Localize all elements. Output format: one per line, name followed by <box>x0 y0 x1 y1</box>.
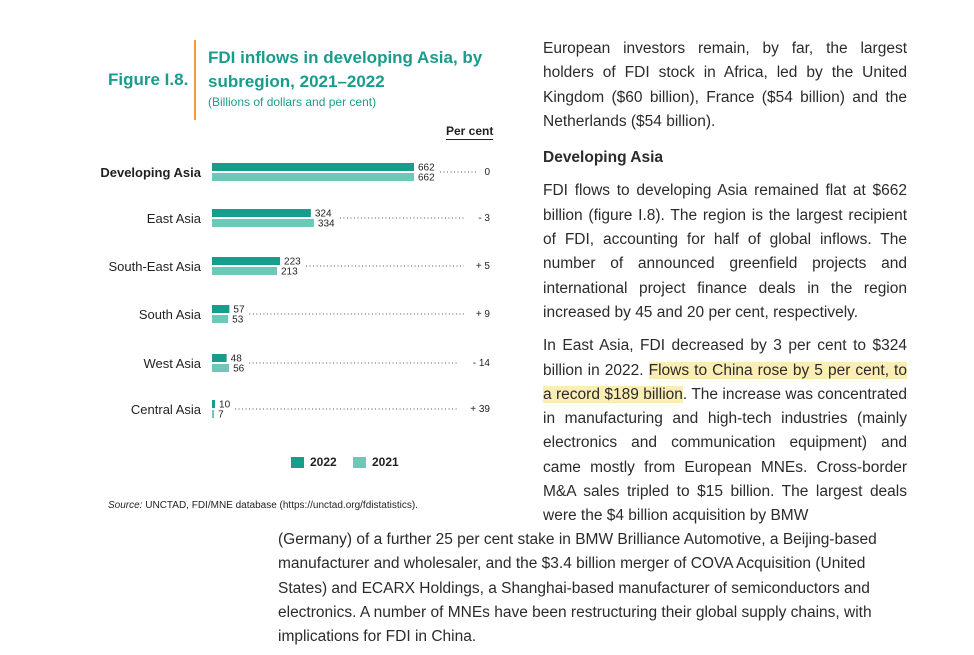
section-heading: Developing Asia <box>543 149 664 167</box>
paragraph-2-end: . The increase was concentrated in manuf… <box>543 385 908 525</box>
category-label-east-asia: East Asia <box>147 211 202 226</box>
value-label-2022-developing-asia: 662 <box>418 163 435 174</box>
bar-2022-central-asia <box>212 400 216 408</box>
bar-2021-west-asia <box>212 364 230 372</box>
value-label-2022-central-asia: 10 <box>219 400 231 411</box>
intro-paragraph: European investors remain, by far, the l… <box>543 40 907 130</box>
bar-2022-south-asia <box>212 305 230 313</box>
bar-2022-developing-asia <box>212 163 414 171</box>
source-text: UNCTAD, FDI/MNE database (https://unctad… <box>145 500 418 511</box>
figure-subtitle: (Billions of dollars and per cent) <box>208 95 377 109</box>
legend-label-2022: 2022 <box>310 455 337 469</box>
bar-2022-west-asia <box>212 354 227 362</box>
legend-swatch-2021 <box>353 456 366 468</box>
value-label-2021-central-asia: 7 <box>218 410 224 421</box>
bar-2022-south-east-asia <box>212 257 281 265</box>
paragraph-2-start: In East Asia, FDI decreased by 3 per cen… <box>543 337 907 379</box>
percent-change-south-east-asia: + 5 <box>476 261 491 272</box>
paragraph-2: In East Asia, FDI decreased by 3 per cen… <box>543 334 907 528</box>
paragraph-1: FDI flows to developing Asia remained fl… <box>543 182 907 321</box>
value-label-2022-south-east-asia: 223 <box>284 257 301 268</box>
right-column: European investors remain, by far, the l… <box>543 37 907 529</box>
percent-change-central-asia: + 39 <box>470 404 490 415</box>
value-label-2021-south-east-asia: 213 <box>281 267 298 278</box>
category-label-developing-asia: Developing Asia <box>100 165 201 180</box>
category-label-south-asia: South Asia <box>139 307 202 322</box>
figure-title: FDI inflows in developing Asia, by subre… <box>208 48 483 91</box>
percent-column-header: Per cent <box>446 124 494 140</box>
bar-2021-south-east-asia <box>212 267 277 275</box>
value-label-2021-south-asia: 53 <box>232 315 244 326</box>
percent-change-east-asia: - 3 <box>478 213 490 224</box>
value-label-2022-south-asia: 57 <box>233 305 245 316</box>
bar-2021-east-asia <box>212 219 314 227</box>
bottom-text: (Germany) of a further 25 per cent stake… <box>278 531 877 646</box>
legend-item-2021: 2021 <box>353 455 399 469</box>
bottom-paragraph: (Germany) of a further 25 per cent stake… <box>278 528 908 649</box>
percent-change-south-asia: + 9 <box>476 309 491 320</box>
bar-2021-central-asia <box>212 410 215 418</box>
category-label-south-east-asia: South-East Asia <box>109 259 202 274</box>
percent-change-west-asia: - 14 <box>473 358 491 369</box>
value-label-2022-west-asia: 48 <box>231 354 243 365</box>
category-label-west-asia: West Asia <box>143 356 201 371</box>
category-label-central-asia: Central Asia <box>131 402 202 417</box>
bar-2021-developing-asia <box>212 173 414 181</box>
figure-divider <box>194 40 196 120</box>
source-prefix: Source: <box>108 500 143 511</box>
bar-2021-south-asia <box>212 315 229 323</box>
value-label-2022-east-asia: 324 <box>315 209 332 220</box>
legend-item-2022: 2022 <box>291 455 337 469</box>
percent-change-developing-asia: 0 <box>484 167 490 178</box>
bar-2022-east-asia <box>212 209 311 217</box>
legend-swatch-2022 <box>291 456 304 468</box>
value-label-2021-east-asia: 334 <box>318 219 335 230</box>
figure-source: Source: UNCTAD, FDI/MNE database (https:… <box>108 500 418 511</box>
value-label-2021-developing-asia: 662 <box>418 173 435 184</box>
figure-label: Figure I.8. <box>108 70 189 89</box>
value-label-2021-west-asia: 56 <box>233 364 245 375</box>
legend-label-2021: 2021 <box>372 455 399 469</box>
